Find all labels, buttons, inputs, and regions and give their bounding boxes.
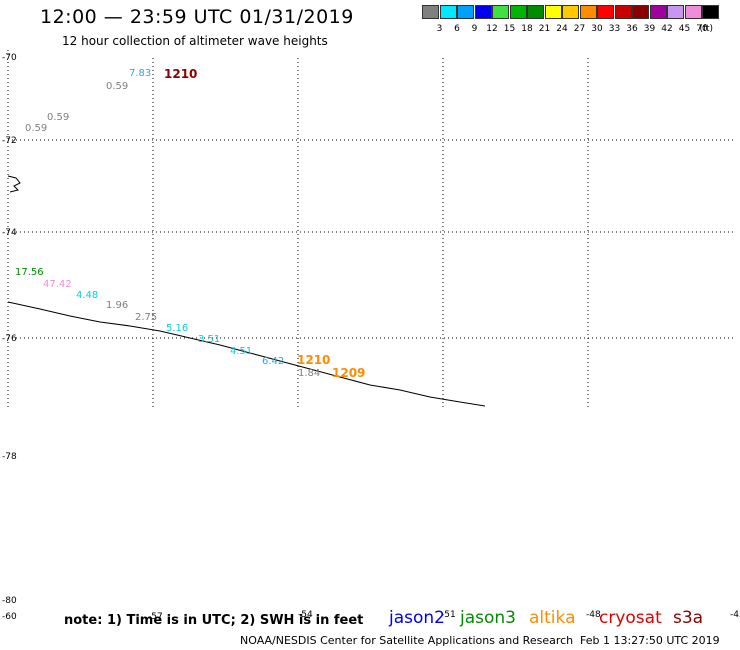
colorbar-swatch — [649, 5, 667, 19]
wave-height-label: 1.96 — [106, 300, 128, 311]
coastline-fragment — [7, 175, 21, 193]
colorbar-tick-label: 3 — [436, 24, 443, 34]
wave-height-label: 4.48 — [76, 290, 98, 301]
colorbar-tick-label: 33 — [608, 24, 621, 34]
colorbar-tick-label: 45 — [678, 24, 691, 34]
pass-time-label: 1210 — [164, 67, 197, 81]
units-note: note: 1) Time is in UTC; 2) SWH is in fe… — [64, 613, 364, 628]
colorbar-swatch — [684, 5, 702, 19]
wave-height-label: 3.51 — [198, 334, 220, 345]
latitude-label: -74 — [2, 228, 17, 238]
colorbar-swatch — [702, 5, 719, 19]
lat-lon-grid — [7, 50, 735, 408]
colorbar-tick-label: 39 — [643, 24, 656, 34]
wave-height-label: 17.56 — [15, 267, 44, 278]
colorbar-swatch — [509, 5, 527, 19]
generated-timestamp: Feb 1 13:27:50 UTC 2019 — [580, 634, 720, 647]
map-title: 12:00 — 23:59 UTC 01/31/2019 — [40, 6, 354, 28]
colorbar-swatch — [579, 5, 597, 19]
latitude-label: -78 — [2, 452, 17, 462]
colorbar-tick-label: 15 — [503, 24, 516, 34]
wave-height-label: 7.83 — [129, 68, 151, 79]
latitude-label: -80 — [2, 596, 17, 606]
satellite-legend-item: jason3 — [460, 608, 516, 628]
colorbar-tick-label: 12 — [486, 24, 498, 34]
latitude-label: -76 — [2, 334, 17, 344]
longitude-labels: -60 -57 -54 -51 -48 -45 — [2, 610, 740, 622]
colorbar-swatch — [544, 5, 562, 19]
wave-height-label: 0.59 — [106, 81, 128, 92]
colorbar-tick-label: 70 — [696, 24, 708, 34]
colorbar-swatch — [422, 5, 439, 19]
map-subtitle: 12 hour collection of altimeter wave hei… — [62, 34, 328, 48]
longitude-label: -45 — [730, 610, 740, 620]
colorbar-tick-label: 30 — [591, 24, 603, 34]
latitude-label: -70 — [2, 53, 17, 63]
satellite-legend-item: s3a — [673, 608, 704, 628]
wave-height-label: 6.42 — [262, 356, 284, 367]
colorbar-swatch — [632, 5, 649, 19]
latitude-labels: -70 -72 -74 -76 -78 -80 — [2, 53, 17, 606]
colorbar-swatch — [457, 5, 474, 19]
wave-height-label: 0.59 — [25, 123, 47, 134]
colorbar-tick-label: 9 — [471, 24, 478, 34]
coastline — [7, 301, 486, 407]
pass-time-label: 1209 — [332, 366, 365, 380]
colorbar-swatch — [562, 5, 579, 19]
colorbar-tick-label: 18 — [521, 24, 533, 34]
longitude-label: -60 — [2, 612, 17, 622]
longitude-label: -51 — [441, 610, 456, 620]
wave-height-label: 0.59 — [47, 112, 69, 123]
colorbar-unit: (ft) — [699, 24, 714, 34]
wave-height-label: 5.16 — [166, 323, 188, 334]
wave-height-label: 2.75 — [135, 312, 157, 323]
credit-line: NOAA/NESDIS Center for Satellite Applica… — [240, 634, 574, 647]
colorbar-tick-label: 42 — [661, 24, 673, 34]
colorbar-tick-label: 24 — [556, 24, 568, 34]
latitude-label: -72 — [2, 136, 17, 146]
wave-height-labels: 7.830.590.590.5917.5647.424.481.962.755.… — [15, 68, 320, 379]
colorbar-tick-label: 6 — [454, 24, 460, 34]
colorbar-swatch — [597, 5, 614, 19]
longitude-label: -54 — [298, 610, 313, 620]
satellite-legend-item: cryosat — [599, 608, 662, 628]
wave-height-label: 1.84 — [298, 368, 320, 379]
colorbar-swatch — [614, 5, 632, 19]
colorbar-tick-label: 21 — [538, 24, 551, 34]
satellite-legend-item: jason2 — [389, 608, 445, 628]
colorbar-swatch — [527, 5, 544, 19]
pass-time-label: 1210 — [297, 353, 330, 367]
satellite-legend-item: altika — [529, 608, 576, 628]
colorbar-swatch — [667, 5, 684, 19]
colorbar-swatch — [474, 5, 492, 19]
colorbar-tick-label: 27 — [573, 24, 586, 34]
colorbar-swatch — [439, 5, 457, 19]
colorbar-tick-label: 36 — [626, 24, 638, 34]
longitude-label: -57 — [148, 612, 163, 622]
wave-height-label: 47.42 — [43, 279, 72, 290]
colorbar-swatch — [492, 5, 509, 19]
wave-height-label: 4.51 — [230, 346, 252, 357]
longitude-label: -48 — [586, 610, 601, 620]
